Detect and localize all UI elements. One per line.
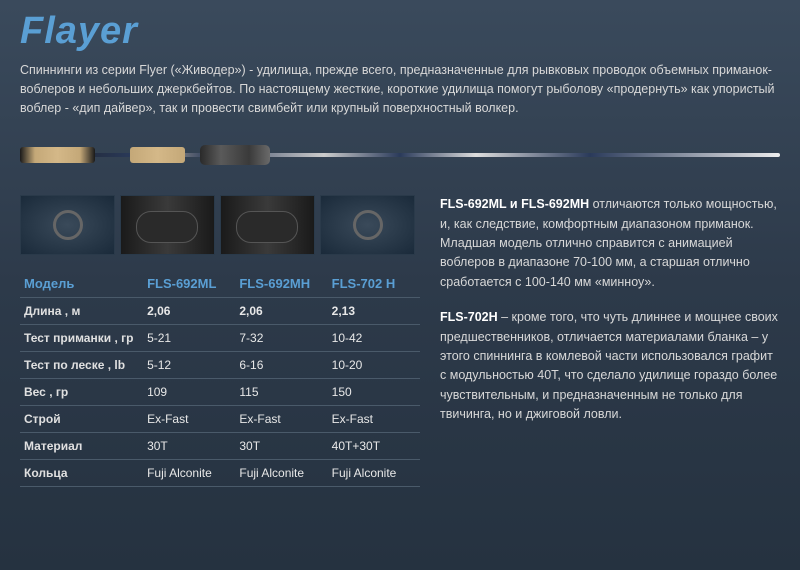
row-label: Тест по леске , lb [20,352,143,379]
header-col-2: FLS-692MH [235,270,327,298]
detail-image-guide-ring-2 [320,195,415,255]
table-row: Тест приманки , гр 5-21 7-32 10-42 [20,325,420,352]
table-header-row: Модель FLS-692ML FLS-692MH FLS-702 H [20,270,420,298]
cell: Fuji Alconite [235,460,327,487]
cell: 5-21 [143,325,235,352]
description-block-1: FLS-692ML и FLS-692MH отличаются только … [440,195,780,292]
table-row: Кольца Fuji Alconite Fuji Alconite Fuji … [20,460,420,487]
cell: 10-42 [328,325,420,352]
model-name-highlight: FLS-692ML и FLS-692MH [440,197,589,211]
row-label: Тест приманки , гр [20,325,143,352]
cell: Fuji Alconite [143,460,235,487]
cell: 2,06 [235,298,327,325]
cell: Ex-Fast [328,406,420,433]
product-title: Flayer [20,10,780,53]
cell: 40T+30T [328,433,420,460]
row-label: Кольца [20,460,143,487]
cell: 5-12 [143,352,235,379]
detail-image-grip [220,195,315,255]
cell: Ex-Fast [235,406,327,433]
intro-text: Спиннинги из серии Flyer («Живодер») - у… [20,61,780,117]
model-name-highlight: FLS-702H [440,310,498,324]
header-col-3: FLS-702 H [328,270,420,298]
row-label: Строй [20,406,143,433]
cell: 2,06 [143,298,235,325]
cell: 30T [235,433,327,460]
cell: Fuji Alconite [328,460,420,487]
cell: 10-20 [328,352,420,379]
description-block-2: FLS-702H – кроме того, что чуть длиннее … [440,308,780,424]
header-col-1: FLS-692ML [143,270,235,298]
cell: 115 [235,379,327,406]
cell: 109 [143,379,235,406]
cell: 2,13 [328,298,420,325]
header-model: Модель [20,270,143,298]
desc-text: – кроме того, что чуть длиннее и мощнее … [440,310,778,421]
table-row: Длина , м 2,06 2,06 2,13 [20,298,420,325]
table-row: Строй Ex-Fast Ex-Fast Ex-Fast [20,406,420,433]
specs-table: Модель FLS-692ML FLS-692MH FLS-702 H Дли… [20,270,420,487]
cell: 30T [143,433,235,460]
detail-image-guide-ring-1 [20,195,115,255]
row-label: Вес , гр [20,379,143,406]
cell: Ex-Fast [143,406,235,433]
detail-images-row [20,195,420,255]
table-row: Материал 30T 30T 40T+30T [20,433,420,460]
detail-image-reel-seat [120,195,215,255]
cell: 150 [328,379,420,406]
cell: 6-16 [235,352,327,379]
row-label: Длина , м [20,298,143,325]
row-label: Материал [20,433,143,460]
table-row: Вес , гр 109 115 150 [20,379,420,406]
cell: 7-32 [235,325,327,352]
table-row: Тест по леске , lb 5-12 6-16 10-20 [20,352,420,379]
rod-illustration [20,135,780,175]
